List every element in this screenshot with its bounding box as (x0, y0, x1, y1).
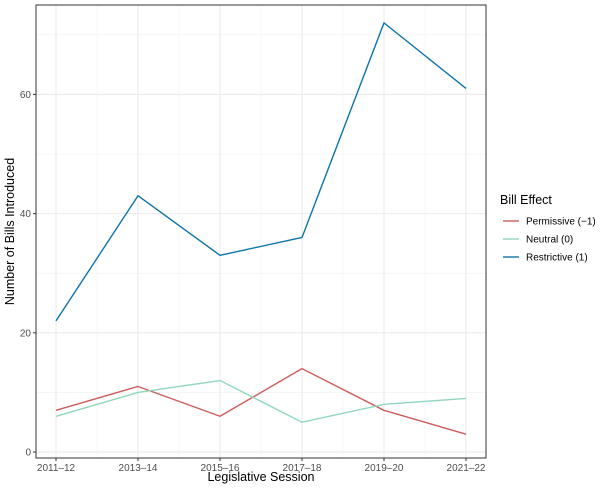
series-lines (55, 22, 467, 435)
axes: 0 20 40 60 2011–12 2013–14 2015–16 2017–18 2019–… (20, 90, 486, 474)
legend: Bill Effect Permissive (−1) Neutral (0) Re… (500, 193, 596, 264)
series-line-2 (55, 379, 467, 423)
y-tick-label: 40 (20, 209, 32, 220)
y-tick-label: 60 (20, 90, 32, 101)
y-axis-title: Number of Bills Introduced (3, 158, 17, 305)
plot-panel-border (35, 4, 487, 459)
y-tick-label: 0 (25, 448, 31, 459)
legend-label-1: Permissive (−1) (526, 217, 596, 228)
x-tick-label: 2017–18 (283, 463, 322, 474)
legend-label-2: Neutral (0) (526, 235, 573, 246)
x-tick-label: 2013–14 (119, 463, 158, 474)
x-tick-label: 2021–22 (447, 463, 486, 474)
x-axis-title: Legislative Session (207, 470, 314, 484)
legend-title: Bill Effect (500, 193, 552, 207)
grid (36, 5, 486, 458)
y-tick-label: 20 (20, 328, 32, 339)
x-tick-label: 2019–20 (365, 463, 404, 474)
legend-label-3: Restrictive (1) (526, 253, 588, 264)
series-line-1 (55, 367, 467, 435)
x-tick-label: 2011–12 (37, 463, 76, 474)
series-line-3 (55, 22, 467, 322)
x-tick-label: 2015–16 (201, 463, 240, 474)
